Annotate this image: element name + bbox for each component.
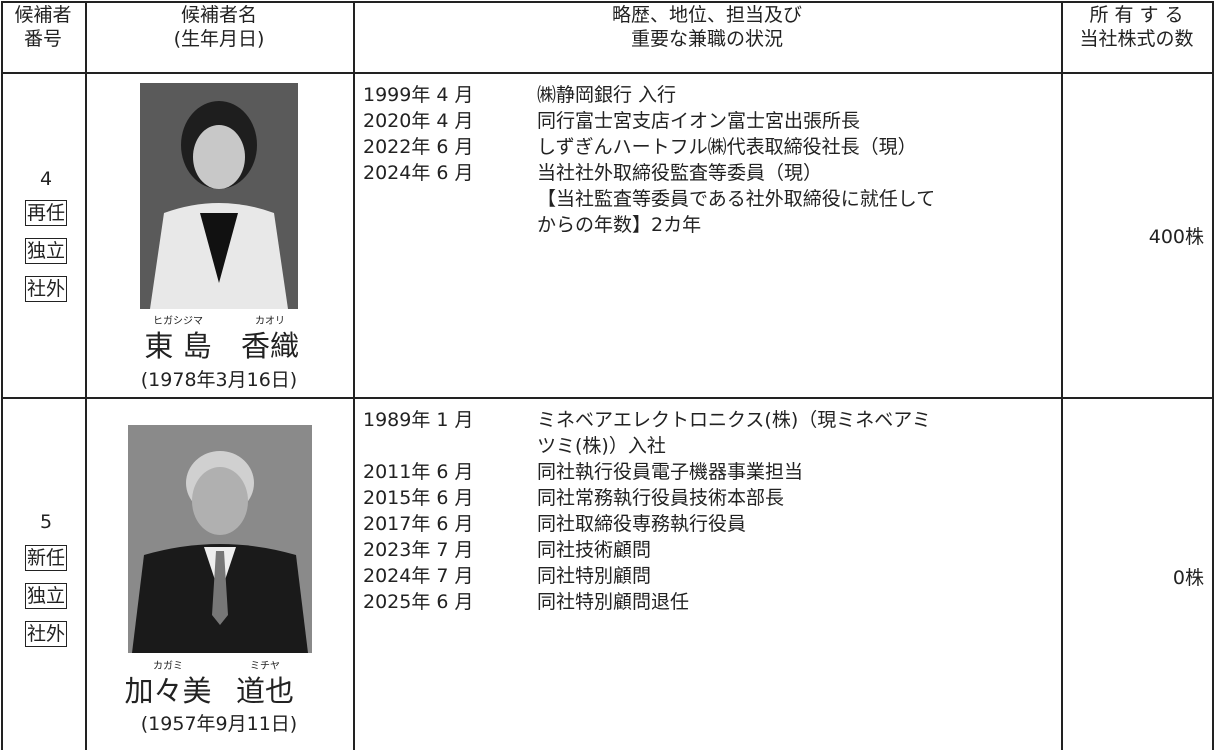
- history-text: 【当社監査等委員である社外取締役に就任して: [537, 188, 936, 210]
- birth-date: (1978年3月16日): [140, 369, 298, 391]
- header-cell: 略歴、地位、担当及び: [611, 4, 803, 26]
- candidate-name: 東 島: [144, 329, 212, 363]
- rule: [353, 1, 355, 750]
- history-text: 同社特別顧問: [537, 565, 652, 587]
- history-text: 同社執行役員電子機器事業担当: [537, 461, 804, 483]
- history-text: ㈱静岡銀行 入行: [537, 84, 677, 106]
- header-cell: 重要な兼職の状況: [630, 28, 784, 50]
- history-date: 2017年 6 月: [363, 513, 474, 535]
- candidate-number: 5: [39, 511, 53, 533]
- header-cell: (生年月日): [173, 28, 265, 50]
- history-date: 1989年 1 月: [363, 409, 474, 431]
- shares: 400株: [1148, 226, 1204, 248]
- history-date: 2024年 7 月: [363, 565, 474, 587]
- history-text: 同社常務執行役員技術本部長: [537, 487, 785, 509]
- rule: [1, 72, 1213, 74]
- furigana: カガミ: [153, 661, 183, 672]
- history-text: 同社技術顧問: [537, 539, 652, 561]
- rule: [1212, 1, 1214, 750]
- history-text: 当社社外取締役監査等委員（現）: [537, 162, 823, 184]
- history-text: 同社取締役専務執行役員: [537, 513, 747, 535]
- history-text: しずぎんハートフル㈱代表取締役社長（現）: [537, 136, 917, 158]
- history-text: 同行富士宮支店イオン富士宮出張所長: [537, 110, 861, 132]
- furigana: ヒガシジマ: [153, 316, 203, 327]
- furigana: カオリ: [255, 316, 285, 327]
- candidate-name: 香織: [240, 329, 300, 363]
- status-tag: 再任: [24, 200, 68, 226]
- history-date: 2011年 6 月: [363, 461, 474, 483]
- candidate-name: 道也: [235, 674, 295, 708]
- birth-date: (1957年9月11日): [140, 713, 298, 735]
- rule: [1061, 1, 1063, 750]
- photo: [140, 83, 298, 309]
- status-tag: 社外: [24, 621, 68, 647]
- rule: [1, 1, 1213, 3]
- history-date: 2025年 6 月: [363, 591, 474, 613]
- candidate-name: 加々美: [124, 674, 212, 708]
- rule: [85, 1, 87, 750]
- header-cell: 当社株式の数: [1079, 28, 1194, 50]
- history-text: ツミ(株)）入社: [537, 435, 666, 457]
- shares: 0株: [1172, 567, 1204, 589]
- furigana: ミチヤ: [250, 661, 280, 672]
- history-date: 2024年 6 月: [363, 162, 474, 184]
- history-text: からの年数】2カ年: [537, 214, 702, 236]
- status-tag: 社外: [24, 276, 68, 302]
- photo: [128, 425, 312, 653]
- rule: [1, 1, 3, 750]
- status-tag: 独立: [24, 583, 68, 609]
- header-cell: 候補者名: [180, 4, 258, 26]
- history-date: 1999年 4 月: [363, 84, 474, 106]
- history-text: ミネベアエレクトロニクス(株)（現ミネベアミ: [537, 409, 931, 431]
- rule: [1, 397, 1213, 399]
- history-date: 2015年 6 月: [363, 487, 474, 509]
- history-date: 2020年 4 月: [363, 110, 474, 132]
- candidate-number: 4: [39, 168, 53, 190]
- status-tag: 独立: [24, 238, 68, 264]
- header-cell: 番号: [23, 28, 63, 50]
- header-cell: 所 有 す る: [1089, 4, 1184, 26]
- history-date: 2022年 6 月: [363, 136, 474, 158]
- history-text: 同社特別顧問退任: [537, 591, 690, 613]
- status-tag: 新任: [24, 545, 68, 571]
- history-date: 2023年 7 月: [363, 539, 474, 561]
- header-cell: 候補者: [14, 4, 72, 26]
